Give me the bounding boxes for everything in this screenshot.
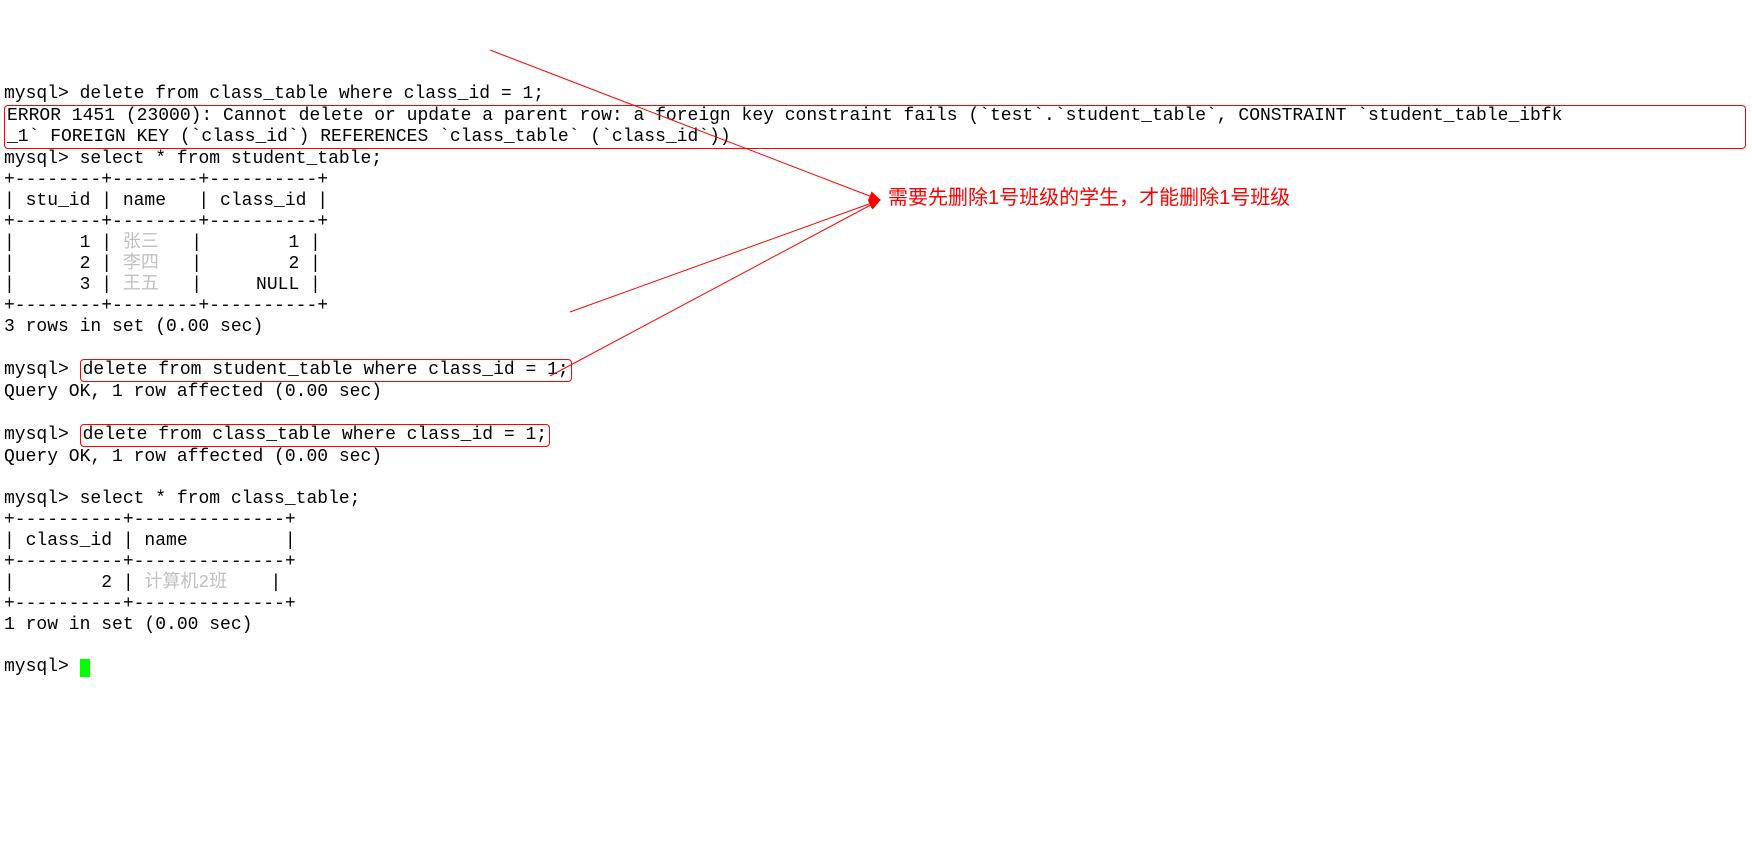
table-header: | stu_id | name | class_id | xyxy=(4,191,328,211)
prompt: mysql> xyxy=(4,149,69,169)
prompt: mysql> xyxy=(4,489,69,509)
error-line-2: _1` FOREIGN KEY (`class_id`) REFERENCES … xyxy=(7,127,731,147)
table-row: | 2 | 计算机2班 | xyxy=(4,573,281,593)
cell: | 1 | xyxy=(159,233,321,253)
sql-select-student: select * from student_table; xyxy=(80,149,382,169)
result-summary: 3 rows in set (0.00 sec) xyxy=(4,317,263,337)
error-message-box: ERROR 1451 (23000): Cannot delete or upd… xyxy=(4,105,1746,149)
cell: | NULL | xyxy=(159,275,321,295)
error-line-1: ERROR 1451 (23000): Cannot delete or upd… xyxy=(7,106,1562,126)
cell: | 2 | xyxy=(159,254,321,274)
cell: | 1 | xyxy=(4,233,123,253)
result-summary: 1 row in set (0.00 sec) xyxy=(4,615,252,635)
table-row: | 1 | 张三 | 1 | xyxy=(4,233,321,253)
table-border: +----------+--------------+ xyxy=(4,552,296,572)
prompt: mysql> xyxy=(4,360,69,380)
cursor[interactable] xyxy=(80,659,90,677)
cell-cn: 计算机2班 xyxy=(144,573,227,593)
terminal-output: mysql> delete from class_table where cla… xyxy=(4,84,1748,678)
prompt: mysql> xyxy=(4,657,69,677)
table-border: +--------+--------+----------+ xyxy=(4,296,328,316)
result-summary: Query OK, 1 row affected (0.00 sec) xyxy=(4,447,382,467)
cell-cn: 李四 xyxy=(123,254,159,274)
cell: | 2 | xyxy=(4,573,144,593)
prompt: mysql> xyxy=(4,425,69,445)
table-border: +--------+--------+----------+ xyxy=(4,212,328,232)
cell: | xyxy=(227,573,281,593)
table-border: +--------+--------+----------+ xyxy=(4,170,328,190)
table-row: | 3 | 王五 | NULL | xyxy=(4,275,321,295)
table-border: +----------+--------------+ xyxy=(4,594,296,614)
cell: | 2 | xyxy=(4,254,123,274)
result-summary: Query OK, 1 row affected (0.00 sec) xyxy=(4,382,382,402)
sql-select-class: select * from class_table; xyxy=(80,489,361,509)
table-header: | class_id | name | xyxy=(4,531,296,551)
sql-delete-class-box: delete from class_table where class_id =… xyxy=(80,424,550,447)
annotation-text: 需要先删除1号班级的学生，才能删除1号班级 xyxy=(888,188,1290,209)
cell-cn: 王五 xyxy=(123,275,159,295)
table-border: +----------+--------------+ xyxy=(4,510,296,530)
cell: | 3 | xyxy=(4,275,123,295)
table-row: | 2 | 李四 | 2 | xyxy=(4,254,321,274)
cell-cn: 张三 xyxy=(123,233,159,253)
prompt: mysql> xyxy=(4,84,69,104)
sql-delete-class-1: delete from class_table where class_id =… xyxy=(80,84,544,104)
sql-delete-student-box: delete from student_table where class_id… xyxy=(80,359,572,382)
